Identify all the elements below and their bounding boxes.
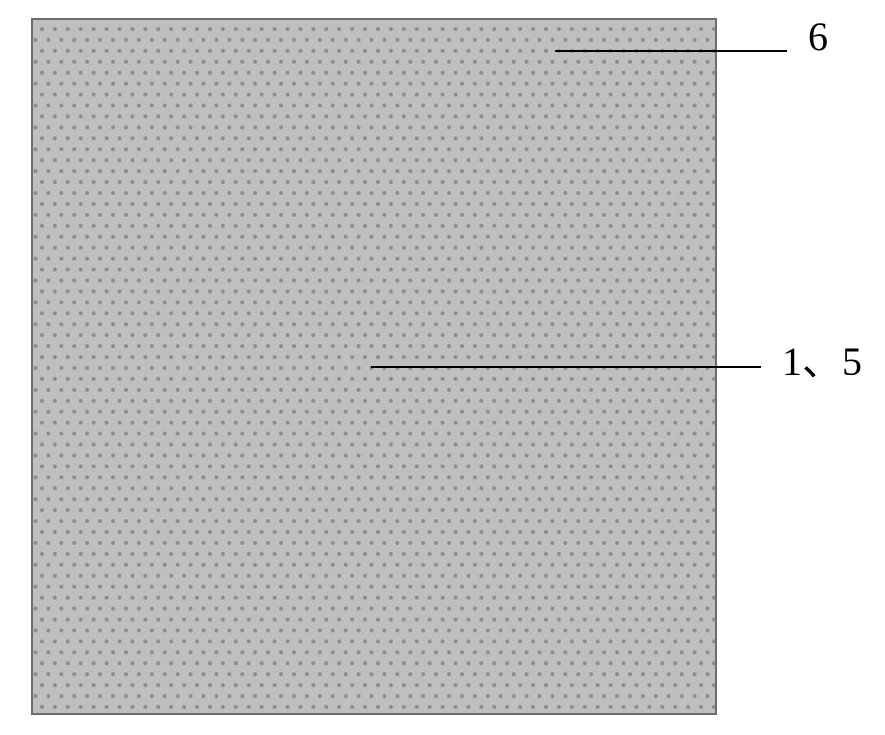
diagram-stage: 6 1、5	[0, 0, 885, 735]
callout-label-1-5: 1、5	[782, 329, 862, 387]
callout-label-6: 6	[808, 13, 828, 60]
callout-overlay	[0, 0, 885, 735]
